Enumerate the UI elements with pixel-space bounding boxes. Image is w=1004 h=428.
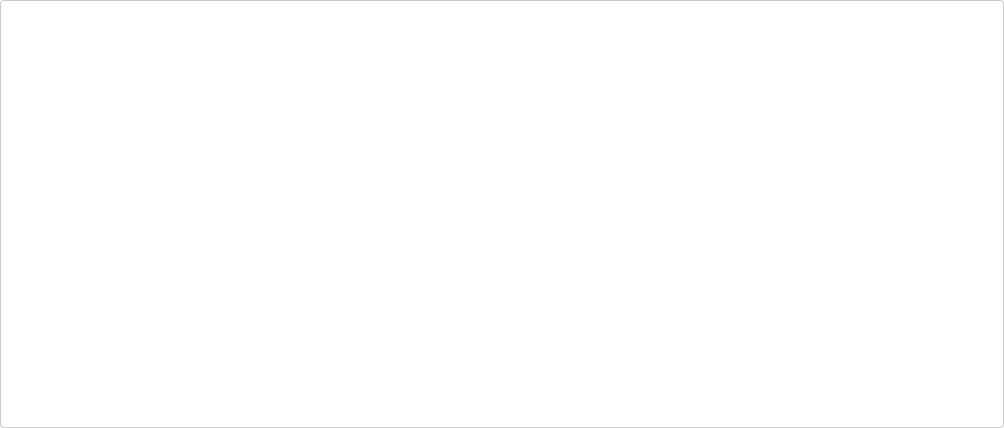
risk-chart-panel — [0, 0, 1004, 428]
risk-chart-svg[interactable] — [1, 1, 1004, 428]
